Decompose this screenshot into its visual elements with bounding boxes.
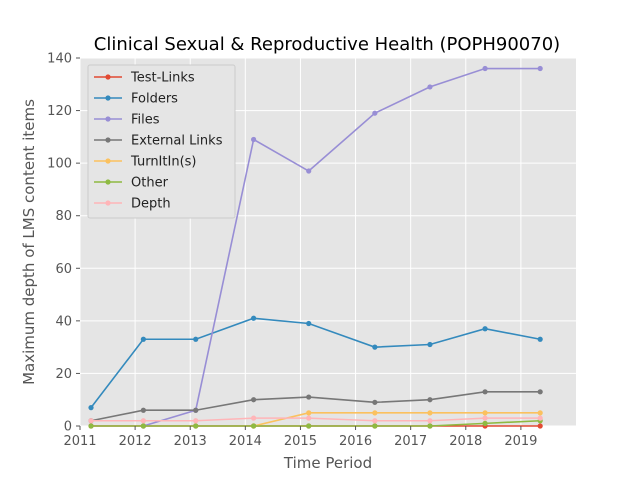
- x-axis: 2011 2012 2013 2014 2015 2016 2017 2018 2019: [63, 426, 537, 449]
- x-tick-label: 2016: [339, 434, 372, 449]
- data-point-files: [306, 168, 312, 174]
- data-point-external-links: [251, 397, 257, 403]
- legend-swatch-marker: [105, 116, 111, 122]
- data-point-other: [306, 423, 312, 429]
- y-tick-label: 80: [55, 209, 72, 224]
- data-point-files: [482, 65, 488, 72]
- legend-item: Files: [94, 113, 160, 128]
- legend-label: Files: [131, 113, 160, 128]
- data-point-other: [482, 420, 488, 426]
- data-point-files: [427, 84, 433, 90]
- data-point-depth: [306, 415, 312, 421]
- y-tick-label: 140: [47, 52, 72, 67]
- data-point-files: [251, 136, 257, 143]
- data-point-depth: [193, 418, 199, 424]
- data-point-folders: [251, 315, 257, 321]
- data-point-external-links: [537, 389, 543, 395]
- data-point-folders: [427, 341, 433, 348]
- data-point-external-links: [193, 407, 199, 413]
- y-tick-label: 40: [55, 314, 72, 329]
- y-tick-label: 100: [47, 157, 72, 172]
- data-point-external-links: [140, 407, 146, 413]
- data-point-external-links: [372, 399, 378, 405]
- data-point-folders: [88, 405, 94, 411]
- series-depth: [88, 415, 543, 424]
- x-tick-label: 2014: [229, 434, 262, 449]
- x-axis-label: Time Period: [283, 454, 372, 472]
- data-point-external-links: [482, 389, 488, 395]
- y-tick-label: 0: [64, 420, 72, 435]
- data-point-other: [193, 423, 199, 429]
- legend-label: External Links: [131, 134, 223, 149]
- y-tick-label: 20: [55, 367, 72, 382]
- data-point-files: [372, 110, 378, 116]
- legend-item: Depth: [94, 197, 171, 212]
- legend-swatch-marker: [105, 200, 111, 206]
- data-point-depth: [372, 418, 378, 424]
- y-axis: 0 20 40 60 80 100 120 140: [47, 52, 80, 435]
- legend-swatch-marker: [105, 179, 111, 185]
- series-other: [88, 418, 543, 429]
- legend-label: TurnItIn(s): [130, 155, 196, 170]
- legend-box: [87, 64, 236, 219]
- data-point-test-links: [537, 423, 543, 429]
- data-point-folders: [537, 336, 543, 342]
- x-tick-label: 2011: [63, 434, 96, 449]
- x-tick-label: 2018: [449, 434, 482, 449]
- legend-swatch-marker: [105, 74, 111, 80]
- legend-label: Depth: [131, 197, 171, 212]
- legend-item: Other: [94, 176, 169, 191]
- chart-title: Clinical Sexual & Reproductive Health (P…: [94, 34, 560, 55]
- data-point-depth: [427, 418, 433, 424]
- data-point-turnitin-s: [306, 410, 312, 416]
- series-layer: [88, 65, 543, 429]
- y-axis-label: Maximum depth of LMS content items: [20, 99, 38, 385]
- data-point-depth: [140, 418, 146, 424]
- data-point-files: [537, 65, 543, 72]
- data-point-turnitin-s: [482, 410, 488, 416]
- series-folders: [88, 315, 543, 411]
- data-point-external-links: [306, 394, 312, 400]
- data-point-other: [88, 423, 94, 429]
- data-point-folders: [306, 320, 312, 327]
- data-point-turnitin-s: [537, 410, 543, 416]
- data-point-depth: [251, 415, 257, 421]
- data-point-folders: [482, 326, 488, 332]
- y-tick-label: 120: [47, 104, 72, 119]
- data-point-folders: [372, 344, 378, 350]
- data-point-depth: [482, 415, 488, 421]
- legend: Test-Links Folders Files External Links Turn…: [87, 64, 236, 219]
- x-tick-label: 2019: [504, 434, 537, 449]
- legend-swatch-marker: [105, 137, 111, 143]
- x-tick-label: 2013: [174, 434, 207, 449]
- data-point-turnitin-s: [372, 410, 378, 416]
- x-tick-label: 2012: [119, 434, 152, 449]
- y-tick-label: 60: [55, 262, 72, 277]
- legend-label: Test-Links: [130, 71, 195, 86]
- legend-item: External Links: [94, 134, 223, 149]
- data-point-other: [372, 423, 378, 429]
- x-tick-label: 2017: [394, 434, 427, 449]
- series-line-turnitin-s: [253, 412, 541, 427]
- data-point-folders: [140, 336, 146, 342]
- legend-item: Test-Links: [94, 71, 195, 86]
- legend-label: Other: [131, 176, 169, 191]
- data-point-depth: [537, 415, 543, 421]
- data-point-turnitin-s: [427, 410, 433, 416]
- legend-item: TurnItIn(s): [94, 155, 196, 170]
- legend-label: Folders: [131, 92, 178, 107]
- legend-item: Folders: [94, 92, 178, 107]
- data-point-other: [427, 423, 433, 429]
- data-point-folders: [193, 336, 199, 342]
- data-point-other: [251, 423, 257, 429]
- legend-swatch-marker: [105, 158, 111, 164]
- data-point-external-links: [427, 397, 433, 403]
- data-point-depth: [88, 418, 94, 424]
- legend-swatch-marker: [105, 95, 111, 101]
- series-line-files: [143, 67, 541, 427]
- x-tick-label: 2015: [284, 434, 317, 449]
- data-point-other: [140, 423, 146, 429]
